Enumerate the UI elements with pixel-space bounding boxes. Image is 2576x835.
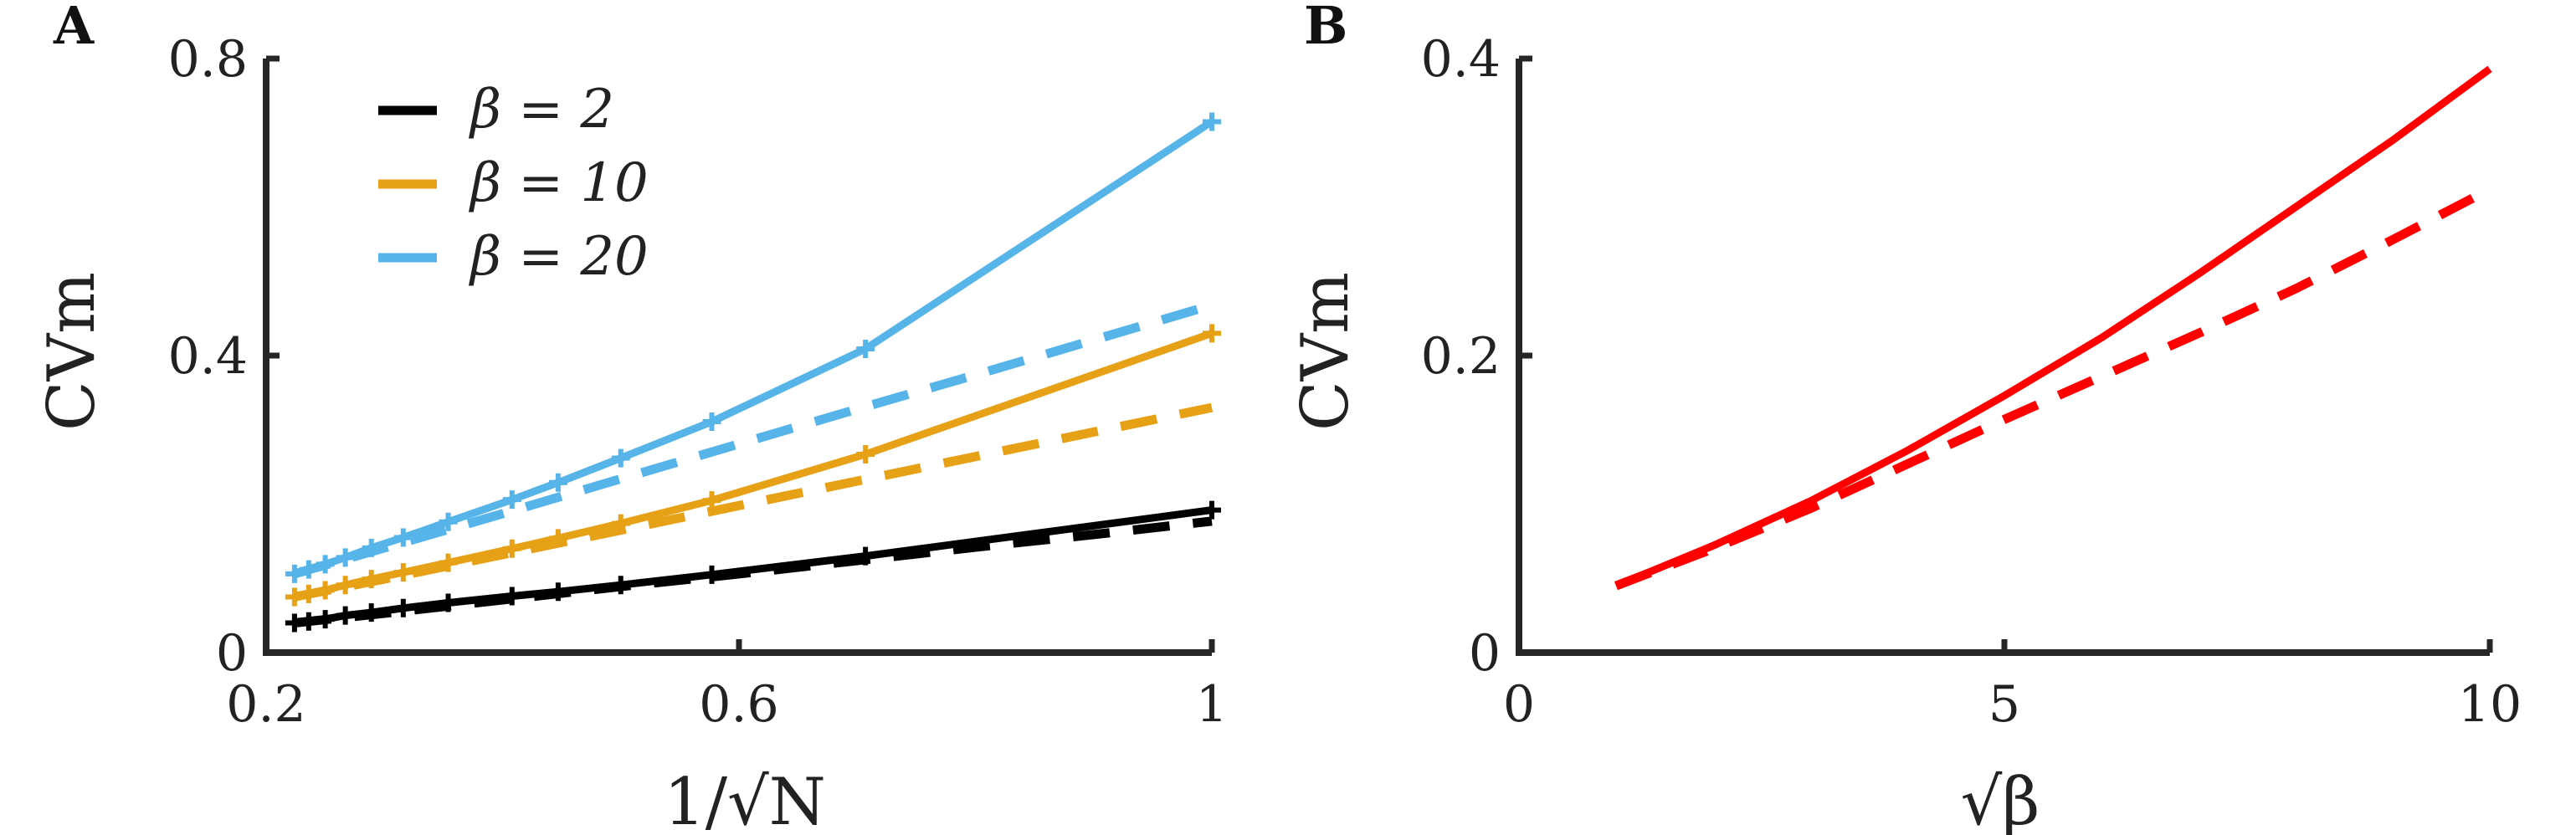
x-tick-label: 0 — [1503, 675, 1535, 734]
panel-a-series-2-point — [856, 340, 875, 359]
panel-b-y-axis-label: CVm — [1288, 272, 1363, 431]
panel-a-series-2-point — [362, 538, 381, 557]
panel-a-series-0-point — [299, 612, 318, 631]
panel-a-series-2-point — [439, 512, 458, 531]
panel-a-series-2-point — [316, 555, 335, 574]
panel-a-series-1-point — [548, 529, 567, 548]
panel-a-series-2-point — [299, 560, 318, 579]
legend-label-beta-10: β = 10 — [469, 152, 649, 214]
x-tick-label: 5 — [1988, 675, 2020, 734]
y-tick-label: 0 — [1469, 624, 1501, 683]
panel-a-series-0-point — [439, 593, 458, 612]
panel-a-series-0-point — [548, 582, 567, 602]
panel-b-label: B — [1304, 0, 1347, 56]
panel-a-series-1-point — [299, 584, 318, 603]
panel-a-series-0-point — [336, 606, 355, 625]
panel-a-series-1-point — [393, 563, 413, 582]
panel-a-series-0-point — [393, 598, 413, 617]
panel-a-series-1-point — [336, 576, 355, 595]
legend-label-beta-20: β = 20 — [469, 226, 649, 288]
legend-label-beta-2: β = 2 — [469, 79, 614, 141]
panel-a-series-2-point — [336, 548, 355, 567]
panel-b-x-axis-label: √β — [1961, 765, 2040, 835]
panel-a-series-1-point — [611, 514, 630, 533]
panel-a: A 0.2 0.6 1 0 0.4 0.8 β = 2 β = 10 β = 20 CVm… — [34, 0, 1228, 835]
panel-a-series-1-point — [285, 587, 304, 607]
panel-a-series-0-point — [362, 603, 381, 622]
y-tick-label: 0.8 — [168, 30, 248, 89]
panel-a-series-2-point — [393, 528, 413, 547]
panel-b-series — [1614, 65, 2492, 591]
panel-a-x-axis-label: 1/√N — [664, 765, 826, 835]
y-tick-label: 0.2 — [1421, 327, 1501, 386]
panel-a-y-axis-label: CVm — [34, 272, 110, 431]
panel-a-series-1-point — [1203, 324, 1221, 343]
y-tick-label: 0 — [216, 624, 248, 683]
y-tick-label: 0.4 — [168, 327, 248, 386]
panel-a-series-1-point — [362, 570, 381, 589]
x-tick-label: 0.2 — [226, 675, 305, 734]
panel-a-series-0-point — [856, 546, 875, 566]
panel-a-series-1-solid-line — [293, 330, 1214, 601]
y-tick-label: 0.4 — [1421, 30, 1501, 89]
panel-a-series-0-point — [611, 576, 630, 595]
panel-a-series-1-point — [316, 581, 335, 600]
panel-a-series-2-point — [702, 412, 721, 431]
panel-a-series-2-point — [611, 448, 630, 468]
panel-a-series-1-point — [502, 539, 521, 558]
panel-a-series-0-point — [316, 610, 335, 629]
panel-a-series-2-point — [502, 490, 521, 510]
panel-a-series-0-point — [502, 587, 521, 606]
panel-b-series-0-solid-line — [1614, 65, 2492, 590]
panel-a-series-0-point — [1203, 500, 1221, 520]
panel-a-series-2-point — [548, 473, 567, 492]
x-tick-label: 10 — [2458, 675, 2522, 734]
panel-a-series — [285, 112, 1221, 633]
panel-a-series-0-point — [702, 565, 721, 584]
panel-b-series-0-dashed-line — [1614, 185, 2492, 591]
x-tick-label: 1 — [1196, 675, 1228, 734]
x-tick-label: 0.6 — [699, 675, 778, 734]
panel-a-series-2-point — [1203, 112, 1221, 131]
panel-a-label: A — [53, 0, 95, 56]
panel-b: B 0 5 10 0 0.2 0.4 CVm √β — [1288, 0, 2522, 835]
panel-b-axes: 0 5 10 0 0.2 0.4 — [1421, 30, 2522, 734]
panel-a-series-2-point — [285, 564, 304, 583]
panel-a-series-1-point — [702, 491, 721, 510]
panel-a-series-1-point — [439, 553, 458, 572]
panel-a-series-1-point — [856, 445, 875, 464]
panel-a-legend: β = 2 β = 10 β = 20 — [378, 79, 649, 288]
panel-a-axes: 0.2 0.6 1 0 0.4 0.8 — [168, 30, 1229, 734]
panel-a-series-2-dashed-line — [293, 300, 1214, 579]
